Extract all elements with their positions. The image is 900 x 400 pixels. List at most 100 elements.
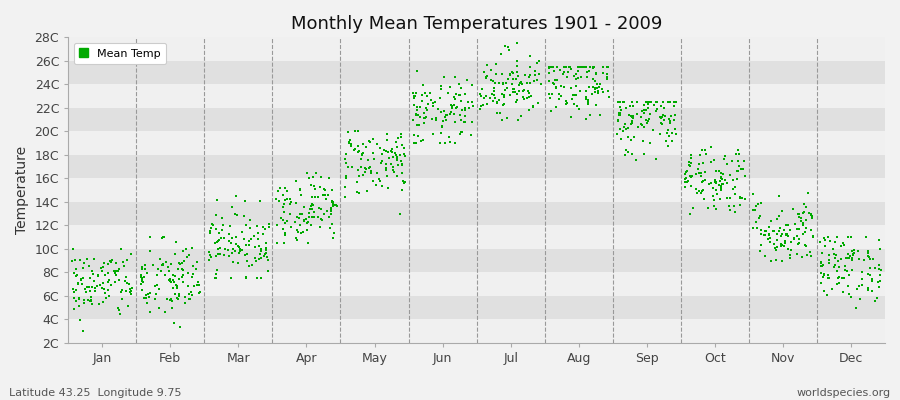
- Point: [307, 183, 321, 189]
- Point: [752, 215, 766, 221]
- Point: [766, 228, 780, 234]
- Point: [718, 177, 733, 183]
- Point: [862, 264, 877, 271]
- Point: [854, 282, 868, 289]
- Point: [829, 251, 843, 258]
- Point: [581, 101, 596, 107]
- Point: [338, 173, 353, 179]
- Point: [668, 126, 682, 132]
- Point: [135, 266, 149, 272]
- Point: [458, 91, 473, 98]
- Point: [588, 86, 602, 92]
- Point: [235, 247, 249, 254]
- Point: [616, 128, 630, 134]
- Point: [657, 105, 671, 111]
- Point: [290, 227, 304, 234]
- Point: [473, 90, 488, 97]
- Point: [143, 308, 157, 315]
- Point: [770, 237, 785, 243]
- Point: [662, 133, 677, 140]
- Point: [510, 91, 525, 98]
- Point: [860, 253, 875, 259]
- Point: [374, 158, 389, 164]
- Point: [559, 64, 573, 70]
- Point: [159, 258, 174, 265]
- Point: [508, 76, 523, 82]
- Point: [211, 246, 225, 252]
- Point: [587, 64, 601, 70]
- Point: [618, 152, 633, 159]
- Point: [168, 251, 183, 258]
- Point: [512, 80, 526, 86]
- Point: [210, 238, 224, 245]
- Point: [91, 273, 105, 280]
- Point: [531, 58, 545, 64]
- Point: [394, 131, 409, 138]
- Point: [600, 71, 615, 77]
- Point: [832, 280, 846, 286]
- Point: [96, 280, 111, 286]
- Point: [418, 114, 433, 120]
- Point: [256, 253, 271, 259]
- Point: [385, 166, 400, 173]
- Point: [480, 73, 494, 79]
- Point: [69, 266, 84, 272]
- Point: [770, 216, 784, 222]
- Point: [177, 258, 192, 264]
- Point: [473, 106, 488, 112]
- Point: [497, 100, 511, 107]
- Point: [728, 208, 742, 215]
- Point: [163, 278, 177, 284]
- Point: [412, 104, 427, 110]
- Point: [327, 230, 341, 236]
- Point: [798, 228, 813, 235]
- Point: [167, 291, 182, 297]
- Point: [716, 171, 730, 177]
- Point: [691, 161, 706, 168]
- Point: [712, 168, 726, 174]
- Point: [816, 235, 831, 241]
- Point: [664, 137, 679, 144]
- Point: [418, 90, 433, 96]
- Point: [210, 197, 224, 203]
- Point: [526, 103, 540, 109]
- Point: [814, 270, 829, 276]
- Bar: [68, 272, 885, 296]
- Point: [91, 272, 105, 278]
- Point: [626, 103, 641, 110]
- Point: [184, 245, 199, 252]
- Point: [770, 244, 785, 250]
- Point: [314, 174, 328, 180]
- Point: [752, 213, 767, 220]
- Point: [712, 182, 726, 188]
- Point: [509, 58, 524, 64]
- Point: [260, 254, 274, 260]
- Point: [165, 304, 179, 311]
- Point: [729, 150, 743, 157]
- Point: [417, 110, 431, 116]
- Point: [694, 190, 708, 196]
- Point: [444, 109, 458, 116]
- Point: [262, 221, 276, 228]
- Point: [753, 230, 768, 237]
- Point: [516, 94, 530, 100]
- Point: [522, 90, 536, 96]
- Point: [714, 187, 728, 194]
- Point: [112, 310, 127, 317]
- Title: Monthly Mean Temperatures 1901 - 2009: Monthly Mean Temperatures 1901 - 2009: [291, 15, 662, 33]
- Point: [872, 262, 886, 268]
- Point: [559, 98, 573, 104]
- Point: [156, 234, 170, 240]
- Point: [254, 275, 268, 282]
- Point: [443, 111, 457, 118]
- Point: [248, 244, 262, 250]
- Point: [194, 289, 208, 296]
- Point: [544, 95, 558, 101]
- Point: [692, 170, 706, 176]
- Point: [779, 232, 794, 238]
- Point: [102, 293, 116, 299]
- Point: [814, 263, 828, 269]
- Point: [481, 101, 495, 108]
- Point: [261, 268, 275, 275]
- Point: [574, 64, 589, 70]
